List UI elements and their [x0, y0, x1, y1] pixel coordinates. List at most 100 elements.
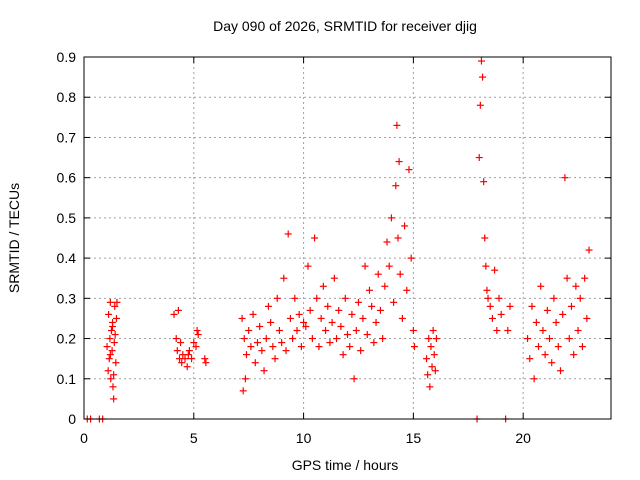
data-point: [108, 347, 116, 355]
data-point: [537, 282, 545, 290]
data-point: [264, 302, 272, 310]
y-tick-label: 0.6: [57, 170, 77, 186]
data-point: [267, 318, 275, 326]
data-point: [432, 335, 440, 343]
data-point: [475, 154, 483, 162]
data-point: [105, 355, 113, 363]
data-points: [83, 57, 593, 423]
data-point: [112, 314, 120, 322]
data-point: [561, 174, 569, 182]
data-point: [370, 339, 378, 347]
y-tick-label: 0.1: [57, 371, 77, 387]
data-point: [109, 322, 117, 330]
data-point: [109, 383, 117, 391]
data-point: [368, 302, 376, 310]
data-point: [383, 238, 391, 246]
data-point: [552, 318, 560, 326]
y-tick-label: 0.8: [57, 89, 77, 105]
data-point: [256, 322, 264, 330]
data-point: [429, 327, 437, 335]
data-point: [361, 262, 369, 270]
data-point: [319, 282, 327, 290]
data-point: [201, 355, 209, 363]
data-point: [365, 286, 373, 294]
data-point: [251, 359, 259, 367]
data-point: [387, 214, 395, 222]
data-point: [173, 347, 181, 355]
data-point: [297, 343, 305, 351]
data-point: [308, 335, 316, 343]
data-point: [578, 343, 586, 351]
data-point: [194, 331, 202, 339]
data-point: [326, 339, 334, 347]
data-point: [409, 327, 417, 335]
data-point: [504, 327, 512, 335]
data-point: [477, 57, 485, 65]
data-point: [346, 343, 354, 351]
data-point: [482, 262, 490, 270]
y-tick-label: 0: [68, 411, 76, 427]
data-point: [554, 343, 562, 351]
data-point: [242, 351, 250, 359]
data-point: [313, 294, 321, 302]
data-point: [286, 314, 294, 322]
x-tick-labels: 0 5 10 15 20: [80, 430, 531, 446]
data-point: [330, 274, 338, 282]
data-point: [392, 182, 400, 190]
data-point: [193, 327, 201, 335]
data-point: [249, 310, 257, 318]
data-point: [535, 343, 543, 351]
data-point: [385, 262, 393, 270]
data-point: [253, 339, 261, 347]
data-point: [539, 327, 547, 335]
data-point: [178, 359, 186, 367]
data-point: [567, 302, 575, 310]
data-point: [106, 335, 114, 343]
data-point: [260, 367, 268, 375]
data-point: [426, 383, 434, 391]
data-point: [556, 367, 564, 375]
data-point: [112, 359, 120, 367]
data-point: [390, 298, 398, 306]
data-point: [363, 331, 371, 339]
data-point: [280, 274, 288, 282]
data-point: [322, 327, 330, 335]
data-point: [315, 343, 323, 351]
data-point: [430, 351, 438, 359]
data-point: [548, 359, 556, 367]
data-point: [352, 327, 360, 335]
data-point: [269, 343, 277, 351]
data-point: [341, 294, 349, 302]
data-point: [106, 298, 114, 306]
plot-frame: [83, 56, 612, 420]
y-tick-label: 0.9: [57, 49, 77, 65]
data-point: [491, 266, 499, 274]
data-point: [335, 306, 343, 314]
data-point: [258, 347, 266, 355]
data-point: [374, 270, 382, 278]
data-point: [192, 343, 200, 351]
data-point: [572, 282, 580, 290]
data-point: [328, 318, 336, 326]
data-point: [563, 274, 571, 282]
data-point: [282, 347, 290, 355]
data-point: [357, 347, 365, 355]
y-axis-label: SRMTID / TECUs: [6, 183, 22, 293]
data-point: [495, 294, 503, 302]
data-point: [339, 351, 347, 359]
data-point: [278, 339, 286, 347]
data-point: [110, 395, 118, 403]
data-point: [107, 375, 115, 383]
data-point: [245, 327, 253, 335]
data-point: [293, 327, 301, 335]
data-point: [354, 298, 362, 306]
data-point: [110, 371, 118, 379]
y-tick-label: 0.4: [57, 250, 77, 266]
data-point: [541, 351, 549, 359]
data-point: [480, 178, 488, 186]
data-point: [393, 121, 401, 129]
data-point: [202, 359, 210, 367]
data-point: [103, 343, 111, 351]
data-point: [262, 335, 270, 343]
data-point: [481, 234, 489, 242]
